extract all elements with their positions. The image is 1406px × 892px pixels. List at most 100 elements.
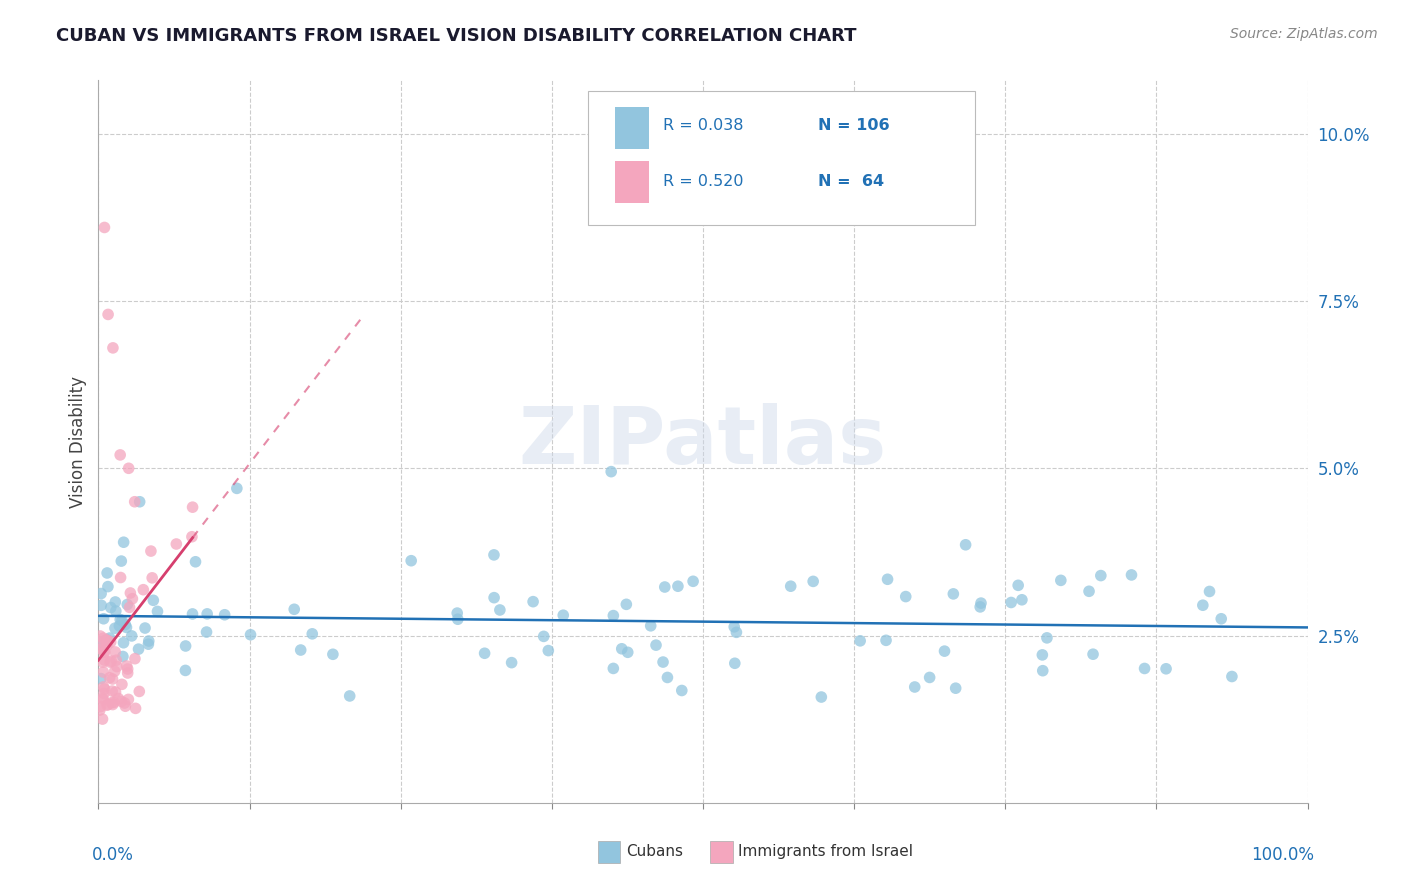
Point (93, 645, 115, 659)
Text: R = 0.038: R = 0.038 (664, 119, 744, 133)
Point (225, 481, 247, 495)
Point (138, 634, 160, 648)
FancyBboxPatch shape (588, 91, 976, 225)
Point (339, 689, 361, 703)
Point (724, 657, 747, 671)
Point (128, 684, 150, 698)
Point (104, 685, 127, 699)
Point (1090, 568, 1112, 582)
Point (654, 580, 676, 594)
Point (93, 681, 115, 696)
Point (875, 633, 897, 648)
Point (104, 604, 127, 618)
Point (290, 643, 312, 657)
Text: 0.0%: 0.0% (93, 847, 134, 864)
Point (96, 632, 118, 647)
Text: 100.0%: 100.0% (1250, 847, 1313, 864)
Point (120, 586, 142, 600)
Point (114, 699, 136, 714)
Point (666, 579, 689, 593)
Point (89, 629, 111, 643)
Point (93, 653, 115, 667)
Point (501, 656, 523, 670)
Point (103, 696, 125, 710)
Point (146, 604, 169, 618)
Point (111, 649, 134, 664)
Text: N =  64: N = 64 (818, 174, 884, 189)
Point (112, 636, 135, 650)
Point (904, 680, 927, 694)
Point (91, 665, 114, 679)
Point (97, 307, 120, 322)
Point (1000, 595, 1022, 609)
Point (174, 639, 197, 653)
Point (104, 645, 127, 659)
Point (640, 619, 662, 633)
Point (105, 653, 128, 667)
Point (876, 572, 898, 586)
Point (115, 659, 138, 673)
Point (1032, 664, 1054, 678)
Point (100, 635, 122, 649)
Point (110, 570, 132, 584)
Point (90, 599, 112, 613)
Point (90, 672, 112, 686)
Point (482, 548, 505, 562)
Point (112, 535, 135, 549)
Point (184, 555, 207, 569)
Text: Source: ZipAtlas.com: Source: ZipAtlas.com (1230, 27, 1378, 41)
Point (600, 465, 623, 479)
Point (100, 696, 122, 710)
Point (93, 631, 115, 645)
Point (96, 566, 118, 580)
Point (1011, 592, 1033, 607)
Point (108, 619, 131, 633)
Point (98, 671, 121, 685)
Point (1050, 574, 1073, 588)
Point (447, 612, 470, 626)
Point (132, 582, 155, 597)
Point (97, 698, 120, 712)
Point (128, 494, 150, 508)
Point (141, 571, 163, 585)
Point (121, 591, 143, 606)
Point (93, 645, 115, 659)
Point (111, 614, 134, 628)
Point (918, 670, 941, 684)
Point (111, 677, 134, 691)
Point (91, 712, 114, 726)
Point (93, 612, 115, 626)
Point (614, 598, 637, 612)
Point (93, 220, 115, 235)
Point (87, 639, 110, 653)
Point (90, 586, 112, 600)
Point (101, 698, 124, 712)
Point (90, 641, 112, 656)
Point (1031, 648, 1053, 662)
Point (195, 625, 218, 640)
Point (118, 600, 141, 615)
Point (89, 703, 111, 717)
Point (482, 591, 505, 605)
Point (945, 681, 967, 696)
Point (1036, 631, 1059, 645)
Point (725, 625, 748, 640)
Point (1192, 599, 1215, 613)
Point (124, 651, 146, 665)
Point (195, 607, 218, 621)
Point (108, 448, 131, 462)
Point (105, 659, 128, 673)
Point (89, 635, 111, 649)
Point (399, 554, 422, 568)
Point (810, 690, 832, 704)
Point (723, 620, 745, 634)
Point (96, 698, 118, 713)
Point (104, 595, 127, 609)
Point (181, 530, 204, 544)
Point (134, 621, 156, 635)
Point (942, 587, 965, 601)
Point (115, 620, 138, 634)
Point (645, 638, 668, 652)
Point (239, 628, 262, 642)
Point (283, 602, 305, 616)
